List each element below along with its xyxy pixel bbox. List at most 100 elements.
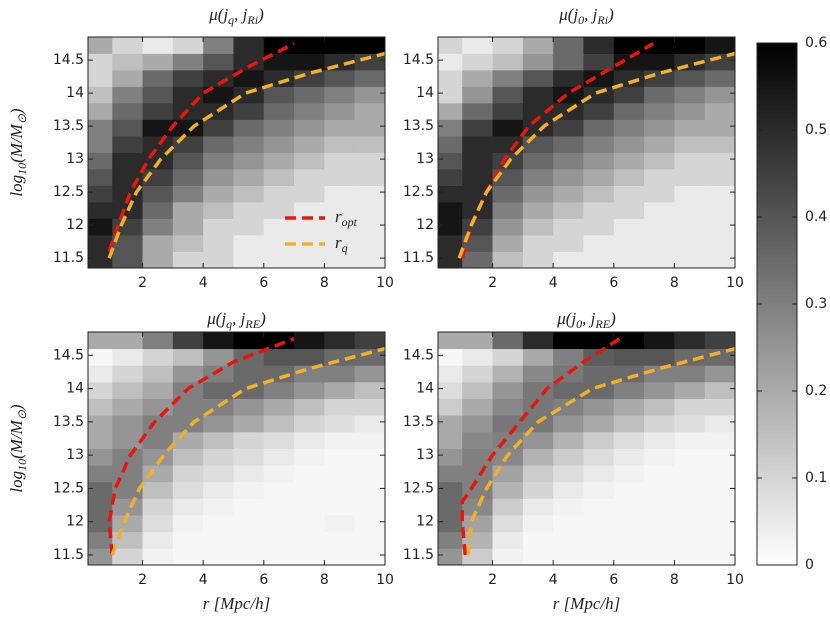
- heatmap-cell: [233, 332, 265, 350]
- heatmap-cell: [88, 70, 113, 87]
- heatmap-cell: [233, 70, 265, 87]
- heatmap-cell: [704, 448, 736, 466]
- heatmap-cell: [704, 332, 736, 350]
- heatmap-cell: [553, 185, 584, 203]
- heatmap-cell: [462, 251, 493, 269]
- heatmap-cell: [324, 465, 356, 483]
- heatmap-cell: [438, 498, 463, 516]
- heatmap-cell: [203, 235, 234, 252]
- heatmap-cell: [88, 398, 113, 416]
- x-tick-label: 8: [320, 275, 329, 291]
- heatmap-cell: [112, 103, 143, 120]
- heatmap-cell: [704, 103, 736, 120]
- heatmap-cell: [88, 348, 113, 366]
- heatmap-cell: [583, 86, 615, 104]
- heatmap-cell: [142, 332, 174, 350]
- y-tick-label: 14: [66, 381, 84, 397]
- heatmap-cell: [462, 498, 493, 516]
- x-tick-label: 10: [376, 572, 394, 588]
- heatmap-cell: [553, 218, 584, 236]
- heatmap-cell: [522, 348, 554, 366]
- heatmap-cell: [233, 86, 265, 104]
- heatmap-cell: [172, 531, 204, 549]
- heatmap-cell: [553, 415, 584, 433]
- heatmap-cell: [88, 531, 113, 549]
- heatmap-cell: [294, 202, 325, 219]
- x-tick-label: 2: [138, 275, 147, 291]
- heatmap-cell: [438, 381, 463, 399]
- heatmap-cell: [553, 481, 584, 499]
- heatmap-cell: [438, 465, 463, 483]
- panel-title: μ(j0, jRE): [556, 309, 616, 331]
- x-tick-label: 10: [726, 275, 744, 291]
- heatmap-cell: [324, 431, 356, 449]
- heatmap-cell: [553, 348, 584, 366]
- heatmap-cell: [203, 136, 234, 153]
- heatmap-cell: [324, 119, 356, 137]
- heatmap-cell: [613, 481, 645, 499]
- heatmap-cell: [233, 381, 265, 399]
- heatmap-cell: [88, 136, 113, 153]
- heatmap-cell: [462, 448, 493, 466]
- heatmap-cell: [462, 86, 493, 104]
- heatmap-cell: [172, 37, 204, 54]
- heatmap-cell: [462, 515, 493, 533]
- heatmap-cell: [324, 152, 356, 170]
- heatmap-cell: [613, 431, 645, 449]
- heatmap-cell: [553, 136, 584, 153]
- x-tick-label: 10: [726, 572, 744, 588]
- legend-label: rq: [335, 233, 348, 255]
- heatmap-cell: [644, 348, 675, 366]
- heatmap-cell: [522, 531, 554, 549]
- heatmap-cell: [324, 169, 356, 186]
- colorbar-tick-label: 0.2: [805, 383, 827, 399]
- axes-frame: [437, 36, 736, 269]
- y-tick-label: 12.5: [53, 480, 84, 496]
- heatmap-cell: [583, 119, 615, 137]
- heatmap-cell: [492, 37, 524, 54]
- heatmap-cell: [438, 202, 463, 219]
- heatmap-cell: [704, 431, 736, 449]
- x-axis-label: r [Mpc/h]: [553, 594, 621, 613]
- heatmap-cell: [263, 415, 295, 433]
- colorbar-tick-label: 0.1: [805, 470, 827, 486]
- heatmap-cell: [142, 136, 174, 153]
- heatmap-cell: [492, 515, 524, 533]
- heatmap-cell: [613, 152, 645, 170]
- heatmap-cell: [142, 531, 174, 549]
- heatmap-cell: [613, 235, 645, 252]
- heatmap-cell: [324, 136, 356, 153]
- heatmap-cell: [172, 465, 204, 483]
- heatmap-cell: [142, 218, 174, 236]
- y-tick-label: 11.5: [403, 547, 434, 563]
- heatmap-cell: [233, 103, 265, 120]
- heatmap-cell: [294, 515, 325, 533]
- heatmap-cell: [263, 152, 295, 170]
- x-tick-label: 4: [199, 275, 208, 291]
- heatmap-cell: [492, 332, 524, 350]
- x-tick-label: 6: [259, 572, 268, 588]
- y-tick-label: 14.5: [53, 347, 84, 363]
- y-tick-label: 14.5: [403, 52, 434, 68]
- heatmap-cell: [324, 381, 356, 399]
- heatmap-cell: [522, 548, 554, 566]
- heatmap-cell: [704, 498, 736, 516]
- heatmap-cell: [462, 348, 493, 366]
- heatmap-cell: [88, 202, 113, 219]
- heatmap-cell: [644, 136, 675, 153]
- heatmap-cell: [354, 465, 386, 483]
- heatmap-cell: [294, 365, 325, 383]
- heatmap-cell: [522, 481, 554, 499]
- heatmap-cell: [522, 235, 554, 252]
- heatmap-cell: [438, 515, 463, 533]
- heatmap-cell: [704, 152, 736, 170]
- heatmap-cell: [294, 398, 325, 416]
- heatmap-cell: [583, 202, 615, 219]
- heatmap-cell: [263, 185, 295, 203]
- y-tick-label: 12: [66, 217, 84, 233]
- heatmap-cell: [553, 202, 584, 219]
- heatmap-cell: [354, 431, 386, 449]
- heatmap-cell: [644, 86, 675, 104]
- heatmap-cell: [674, 103, 706, 120]
- heatmap-cell: [88, 53, 113, 71]
